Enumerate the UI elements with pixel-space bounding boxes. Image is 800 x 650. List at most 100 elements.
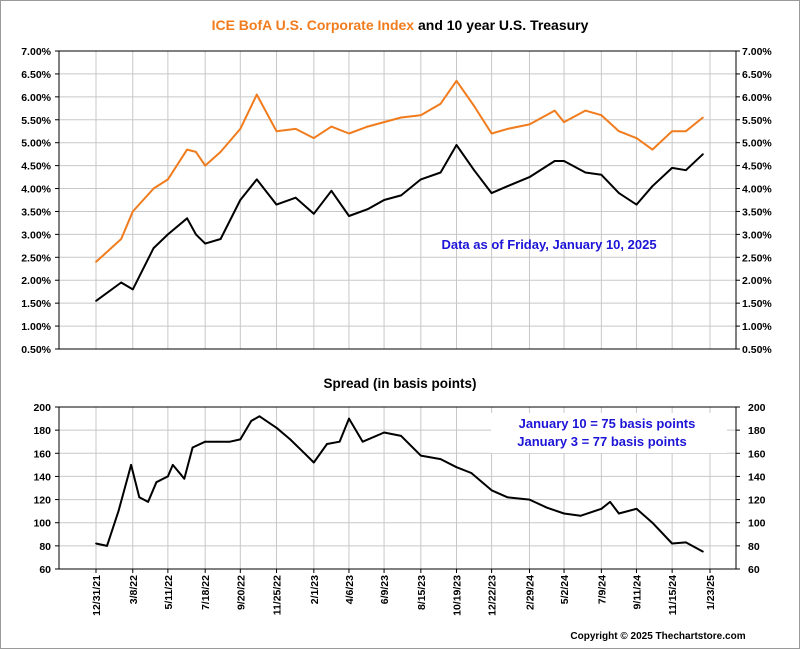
top-series-1-point xyxy=(651,185,654,188)
top-ytick-label-right: 7.00% xyxy=(742,46,772,58)
spread-series-0-point xyxy=(618,512,620,515)
date-tick-label: 6/9/23 xyxy=(379,575,391,604)
date-tick-label: 7/18/22 xyxy=(200,575,212,610)
spread-ytick-label-left: 180 xyxy=(33,425,51,437)
data-as-of-annotation: Data as of Friday, January 10, 2025 xyxy=(441,237,656,252)
spread-series-0-point xyxy=(563,512,565,515)
top-series-1-point xyxy=(473,169,475,172)
spread-series-0-point xyxy=(702,550,704,553)
top-series-1-point xyxy=(366,208,369,211)
spread-series-0-point xyxy=(191,446,194,449)
spread-series-0-point xyxy=(383,431,385,434)
date-tick-label: 3/8/22 xyxy=(128,575,140,604)
top-y-axis-right: 0.50% 1.00% 1.50% 2.00% 2.50% 3.00% 3.50% 4.00%… xyxy=(736,46,772,356)
top-ytick-label-left: 4.00% xyxy=(21,184,51,196)
top-series-1-point xyxy=(239,199,242,201)
top-series-1-point xyxy=(400,194,402,197)
title-part-corporate: ICE BofA U.S. Corporate Index xyxy=(212,17,415,33)
top-series-0-point xyxy=(255,93,258,96)
spread-annotation-jan3: January 3 = 77 basis points xyxy=(517,434,686,449)
top-series-0-point xyxy=(618,130,620,133)
top-series-0-point xyxy=(506,128,509,130)
spread-series-0-point xyxy=(635,507,638,510)
date-x-axis: 12/31/21 3/8/22 5/11/22 7/18/22 9/20/22 11/25… xyxy=(91,569,717,616)
top-series-1-point xyxy=(294,196,297,199)
top-series-1-point xyxy=(348,215,350,217)
top-series-1-point xyxy=(671,167,673,169)
top-series-1-point xyxy=(490,192,493,195)
top-series-0-point xyxy=(219,151,222,153)
top-series-1-point xyxy=(275,203,278,206)
top-ytick-label-right: 2.50% xyxy=(742,252,772,264)
top-ytick-label-right: 1.50% xyxy=(742,298,772,310)
top-chart-title: ICE BofA U.S. Corporate Index and 10 yea… xyxy=(212,17,589,33)
top-series-1-point xyxy=(506,185,509,188)
spread-series-0-point xyxy=(117,510,120,512)
top-ytick-label-left: 7.00% xyxy=(21,46,51,58)
top-series-1-point xyxy=(455,144,458,146)
date-tick-label: 4/6/23 xyxy=(344,575,356,604)
top-ytick-label-left: 3.00% xyxy=(21,229,51,241)
top-ytick-label-left: 0.50% xyxy=(21,344,51,356)
top-series-0-point xyxy=(584,109,587,112)
top-ytick-label-right: 1.00% xyxy=(742,321,772,333)
top-series-0-point xyxy=(383,121,385,123)
top-series-1-point xyxy=(702,153,704,156)
top-series-0-point xyxy=(702,116,704,119)
top-series-1-point xyxy=(152,247,155,250)
top-series-1-point xyxy=(330,189,333,192)
top-series-0-point xyxy=(635,137,638,140)
top-ytick-label-left: 3.50% xyxy=(21,206,51,218)
spread-series-0-point xyxy=(671,542,673,545)
top-ytick-label-left: 1.00% xyxy=(21,321,51,333)
spread-ytick-label-right: 60 xyxy=(748,564,760,576)
top-series-0-point xyxy=(528,123,531,126)
spread-plot-area xyxy=(58,406,737,570)
date-tick-label: 2/29/24 xyxy=(524,575,536,610)
top-series-1-point xyxy=(195,233,197,236)
spread-ytick-label-left: 140 xyxy=(33,471,51,483)
spread-series-0-point xyxy=(95,542,97,545)
date-tick-label: 12/31/21 xyxy=(91,575,103,616)
top-series-line-0 xyxy=(95,79,704,263)
spread-series-0-point xyxy=(338,440,341,443)
date-tick-label: 5/2/24 xyxy=(559,575,571,604)
spread-series-0-point xyxy=(490,489,493,492)
spread-series-0-point xyxy=(400,435,402,437)
top-ytick-label-left: 2.00% xyxy=(21,275,51,287)
top-series-0-point xyxy=(186,148,189,151)
spread-y-axis-right: 60 80 100 120 140 160 180 200 xyxy=(736,402,766,576)
spread-series-0-point xyxy=(470,472,473,474)
top-series-1-point xyxy=(618,192,620,195)
top-series-1-point xyxy=(131,288,134,291)
spread-ytick-label-right: 180 xyxy=(748,425,766,437)
top-ytick-label-right: 3.50% xyxy=(742,206,772,218)
top-series-1-point xyxy=(600,173,603,176)
top-series-1-point xyxy=(186,217,189,220)
spread-series-0-point xyxy=(651,521,654,524)
spread-series-0-point xyxy=(275,426,278,429)
spread-series-0-point xyxy=(439,458,442,460)
top-series-0-point xyxy=(348,132,350,135)
date-tick-label: 7/9/24 xyxy=(596,575,608,604)
top-ytick-label-left: 6.00% xyxy=(21,92,51,104)
date-tick-label: 12/22/23 xyxy=(487,575,499,616)
date-tick-label: 11/15/24 xyxy=(667,575,679,615)
top-series-1-point xyxy=(584,171,587,174)
top-plot-area xyxy=(58,50,737,350)
spread-annotation-jan10: January 10 = 75 basis points xyxy=(519,416,696,431)
top-ytick-label-right: 4.00% xyxy=(742,184,772,196)
spread-series-0-point xyxy=(167,475,169,478)
spread-series-0-point xyxy=(130,464,133,466)
top-series-0-point xyxy=(553,109,556,112)
top-series-1-point xyxy=(255,178,258,181)
spread-series-0-point xyxy=(303,452,306,455)
spread-series-0-point xyxy=(138,496,141,499)
spread-ytick-label-right: 140 xyxy=(748,471,766,483)
spread-series-0-point xyxy=(155,481,158,484)
top-series-group xyxy=(95,79,704,302)
top-series-1-point xyxy=(383,199,385,201)
spread-ytick-label-left: 60 xyxy=(39,564,51,576)
top-series-0-point xyxy=(490,132,493,135)
